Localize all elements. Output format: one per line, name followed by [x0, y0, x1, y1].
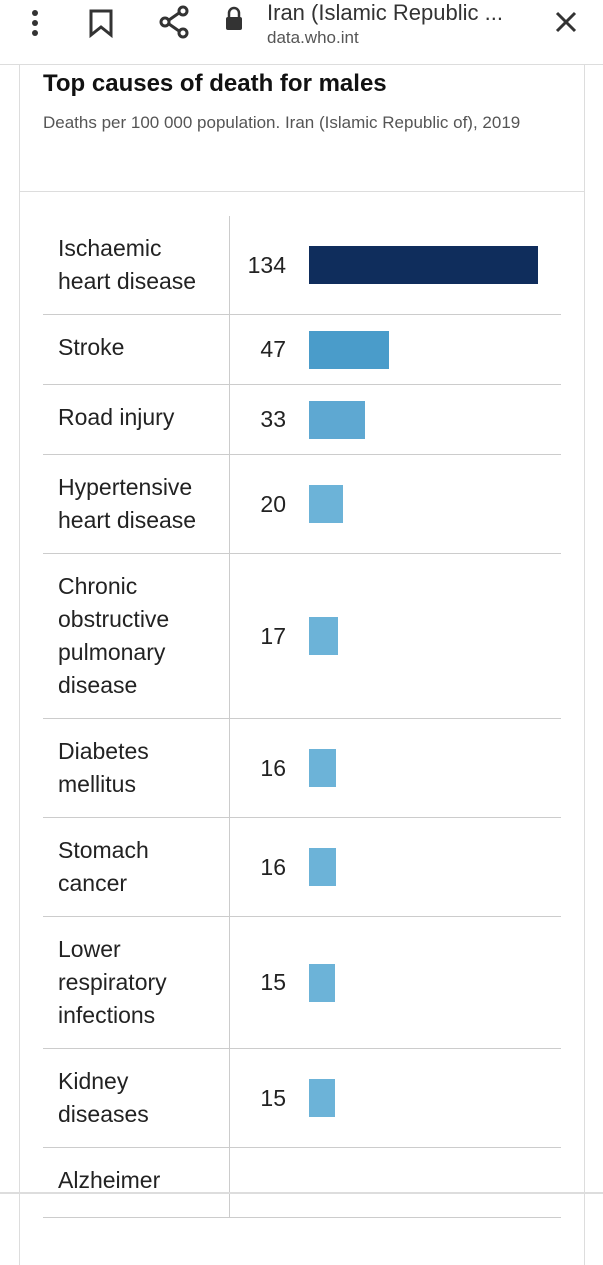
browser-toolbar: Iran (Islamic Republic ... data.who.int [0, 0, 603, 65]
page-title: Iran (Islamic Republic ... [267, 0, 503, 25]
row-label-cell: Hypertensive heart disease [43, 455, 230, 553]
value-label: 15 [260, 1084, 286, 1111]
category-label: Chronic obstructive pulmonary disease [58, 573, 170, 698]
share-icon[interactable] [159, 5, 189, 39]
bar [309, 246, 538, 284]
value-label: 16 [260, 754, 286, 781]
table-row: Road injury 33 [43, 385, 561, 455]
row-label-cell: Alzheimer [43, 1148, 230, 1217]
table-row: Ischaemic heart disease 134 [43, 216, 561, 315]
value-label: 15 [260, 969, 286, 995]
category-label: Road injury [58, 404, 175, 430]
bar [309, 330, 390, 369]
chart-title: Top causes of death for males [43, 70, 387, 97]
bar-cell [286, 385, 561, 454]
table-row: Alzheimer [43, 1148, 561, 1218]
row-label-cell: Lower respiratory infections [43, 917, 230, 1048]
category-label: Stomach cancer [58, 837, 149, 896]
bar-cell [286, 1049, 561, 1147]
category-label: Diabetes mellitus [58, 738, 149, 797]
table-row: Kidney diseases 15 [43, 1049, 561, 1148]
menu-icon[interactable] [32, 10, 38, 36]
table-row: Chronic obstructive pulmonary disease 17 [43, 554, 561, 719]
bar-cell [286, 554, 561, 718]
category-label: Ischaemic heart disease [58, 235, 197, 294]
value-label: 33 [260, 406, 286, 432]
row-label-cell: Chronic obstructive pulmonary disease [43, 554, 230, 718]
lock-icon [226, 6, 242, 30]
category-label: Lower respiratory infections [58, 936, 167, 1028]
category-label: Alzheimer [58, 1167, 161, 1193]
chart-table: Ischaemic heart disease 134 Stroke 47 Road i… [43, 216, 561, 1218]
value-label: 16 [260, 853, 286, 880]
bar [309, 400, 366, 439]
table-row: Stomach cancer 16 [43, 818, 561, 917]
table-row: Diabetes mellitus 16 [43, 719, 561, 818]
bar [309, 617, 339, 655]
bar [309, 963, 335, 1002]
divider [19, 191, 584, 192]
category-label: Stroke [58, 334, 125, 360]
bar [309, 1079, 335, 1117]
row-label-cell: Kidney diseases [43, 1049, 230, 1147]
bar-cell [286, 719, 561, 817]
category-label: Kidney diseases [58, 1068, 149, 1127]
bar-cell [286, 1148, 561, 1217]
value-label: 17 [260, 622, 286, 649]
bar-cell [286, 818, 561, 916]
card [19, 65, 585, 1265]
bar-cell [286, 917, 561, 1048]
page-url: data.who.int [267, 28, 359, 47]
row-label-cell: Diabetes mellitus [43, 719, 230, 817]
row-label-cell: Road injury [43, 385, 230, 454]
toolbar-icons [32, 5, 577, 39]
close-icon[interactable] [555, 11, 577, 33]
table-row: Stroke 47 [43, 315, 561, 385]
category-label: Hypertensive heart disease [58, 474, 197, 533]
value-label: 20 [260, 490, 286, 517]
bar [309, 485, 344, 523]
bar-cell [286, 455, 561, 553]
bar-cell [286, 216, 561, 314]
row-label-cell: Ischaemic heart disease [43, 216, 230, 314]
row-label-cell: Stomach cancer [43, 818, 230, 916]
chart-subtitle: Deaths per 100 000 population. Iran (Isl… [43, 113, 521, 132]
bookmark-icon[interactable] [89, 9, 113, 39]
bar [309, 749, 337, 787]
table-row: Hypertensive heart disease 20 [43, 455, 561, 554]
row-label-cell: Stroke [43, 315, 230, 384]
bar [309, 848, 337, 886]
table-row: Lower respiratory infections 15 [43, 917, 561, 1049]
bottom-edge [0, 1192, 603, 1194]
value-label: 134 [247, 251, 286, 278]
value-label: 47 [260, 336, 286, 362]
bar-cell [286, 315, 561, 384]
